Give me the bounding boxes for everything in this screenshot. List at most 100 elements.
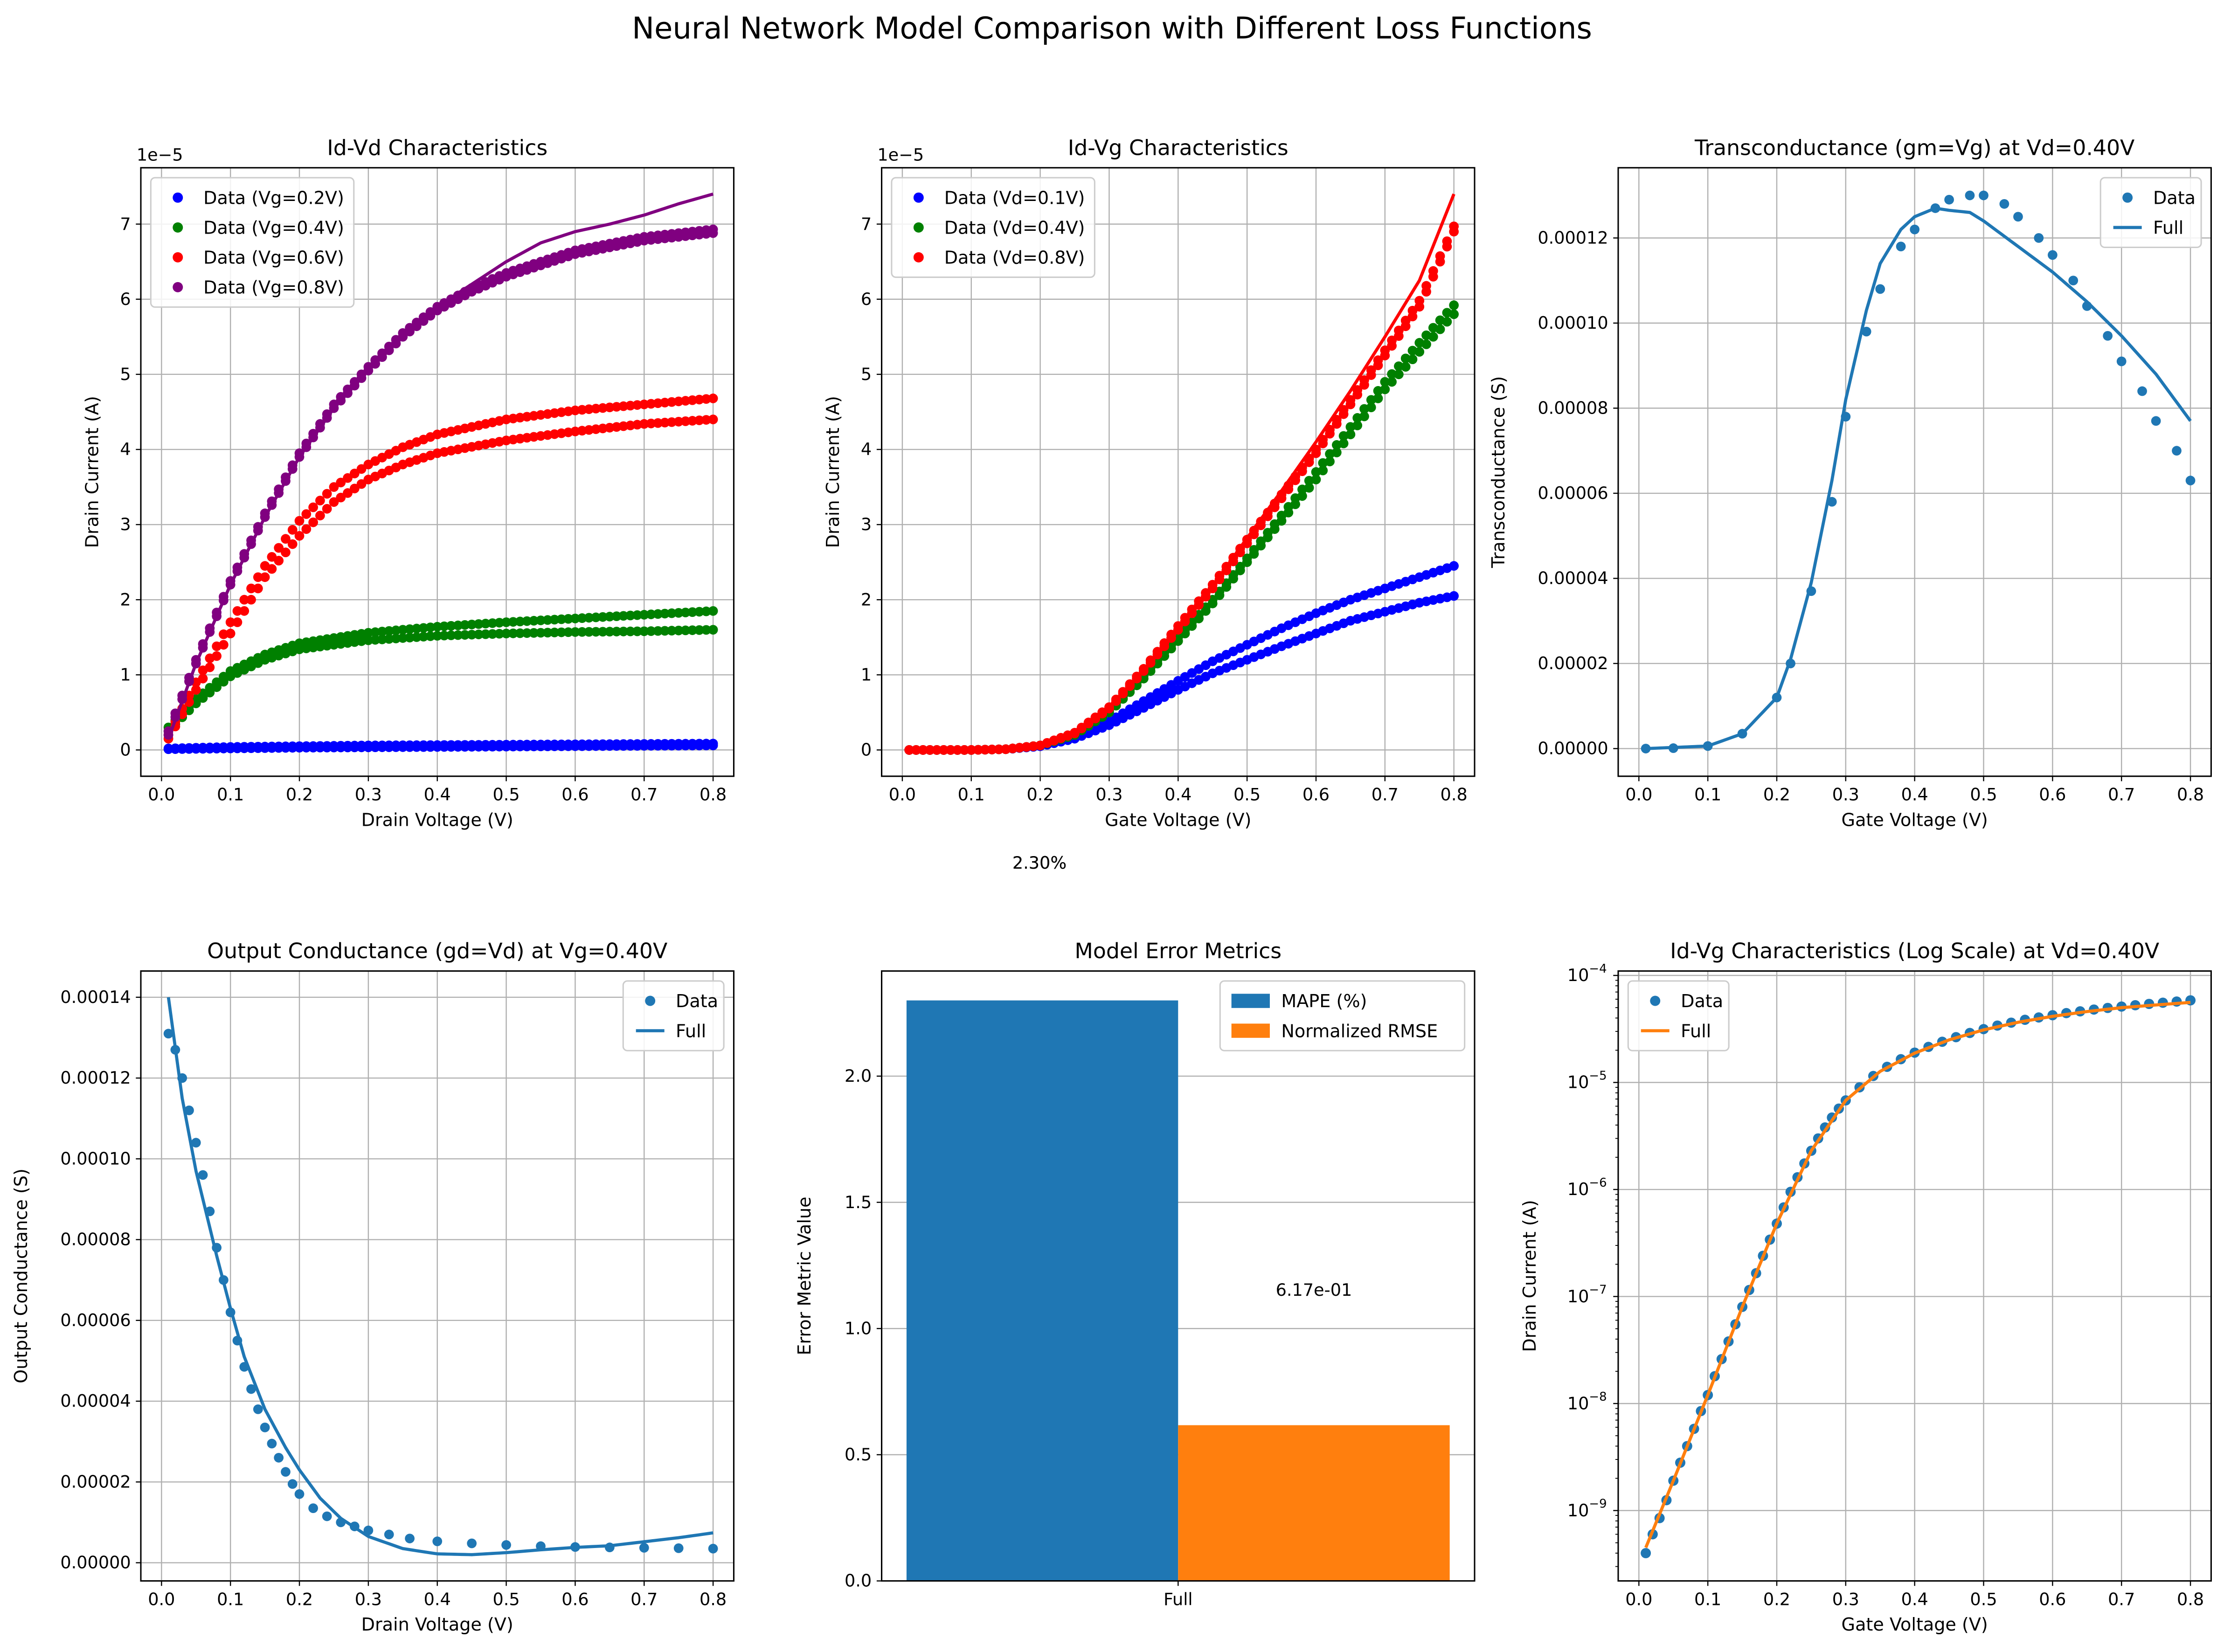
data-point [219,671,229,682]
data-point [591,739,601,749]
data-point [253,583,263,594]
data-point [556,627,567,637]
y-tick-label: 1 [861,664,872,684]
data-point [446,630,456,640]
data-point [673,625,684,636]
y-tick-label: 5 [861,364,872,384]
data-point [315,741,325,751]
data-point [660,626,670,636]
data-point [604,739,615,749]
data-point [632,626,642,636]
data-point [639,626,649,636]
legend-marker-swatch [913,222,924,233]
data-point [667,626,677,636]
data-point [308,741,318,751]
axes-frame [1617,970,2212,1582]
data-point [673,1543,684,1553]
data-point [653,418,663,428]
chart-title: Transconductance (gm=Vg) at Vd=0.40V [1694,135,2134,160]
data-point [384,1529,394,1540]
data-point [418,632,429,642]
data-point [405,1534,415,1543]
y-tick-label: 7 [861,214,872,234]
data-point [1359,404,1369,414]
y-tick-label: 10−9 [1567,1497,1607,1521]
data-point [2048,250,2058,260]
y-tick-label: 0 [120,740,131,760]
data-point [639,1543,649,1553]
y-tick-exponent: −5 [1589,1069,1607,1083]
data-point [687,625,698,635]
data-point [508,740,518,750]
data-point [391,633,401,643]
legend: Data Full [2099,177,2202,249]
data-point [694,625,704,635]
chart-title: Id-Vg Characteristics [1068,135,1289,160]
data-point [1449,561,1459,571]
data-point [274,741,284,752]
data-point [460,620,470,630]
data-point [959,745,970,755]
data-point [336,477,346,488]
data-point [625,739,636,749]
x-tick-label: 0.5 [492,1589,520,1609]
legend-label: Data (Vg=0.6V) [203,248,344,268]
data-point [1896,242,1906,251]
data-point [219,742,229,752]
data-point [1449,300,1459,310]
x-tick-label: 0.4 [1164,785,1192,805]
data-point [1421,330,1431,340]
x-tick-label: 0.1 [217,785,244,805]
y-scale-note: 1e−5 [877,145,924,165]
legend-marker-swatch [645,995,656,1006]
data-point [191,743,201,753]
data-point [349,484,360,494]
data-point [377,634,387,644]
data-point [480,740,491,750]
data-point [487,740,498,750]
data-point [563,614,573,624]
data-point [549,740,560,749]
data-point [232,617,242,627]
data-point [625,610,636,621]
y-axis-label: Drain Current (A) [1519,1200,1540,1352]
data-point [287,525,298,535]
data-point [398,740,408,750]
x-tick-label: 0.4 [1901,1589,1928,1609]
data-point [918,745,928,755]
data-point [618,611,629,621]
data-point [363,740,374,751]
x-tick-label: 0.2 [286,785,313,805]
data-point [219,629,229,639]
data-point [646,626,656,636]
y-tick-label: 2 [861,589,872,609]
data-point [966,745,977,755]
data-point [225,742,236,752]
data-point [487,629,498,639]
data-point [294,531,305,541]
y-tick-label: 0.00012 [1538,228,1608,248]
x-axis-label: Drain Voltage (V) [361,1614,513,1635]
x-tick-label: 0.2 [1027,785,1054,805]
data-point [474,629,484,639]
data-point [253,741,263,752]
data-point [446,740,456,750]
x-tick-label: 0.0 [148,785,175,805]
data-point [708,394,718,403]
y-tick-label: 4 [120,439,131,459]
legend-label: Data [1681,991,1723,1011]
data-point [1352,385,1363,395]
data-point [611,739,622,749]
y-tick-label: 0.00000 [60,1553,131,1573]
data-point [570,739,580,749]
data-point [904,745,915,755]
data-point [391,740,401,750]
fit-line-ff0000 [1005,193,1455,751]
data-point [1387,377,1397,387]
data-point [1380,377,1390,387]
data-point [294,516,305,526]
data-point [708,1543,718,1554]
y-scale-note: 1e−5 [137,145,183,165]
data-point [246,583,256,594]
data-point [639,419,649,429]
